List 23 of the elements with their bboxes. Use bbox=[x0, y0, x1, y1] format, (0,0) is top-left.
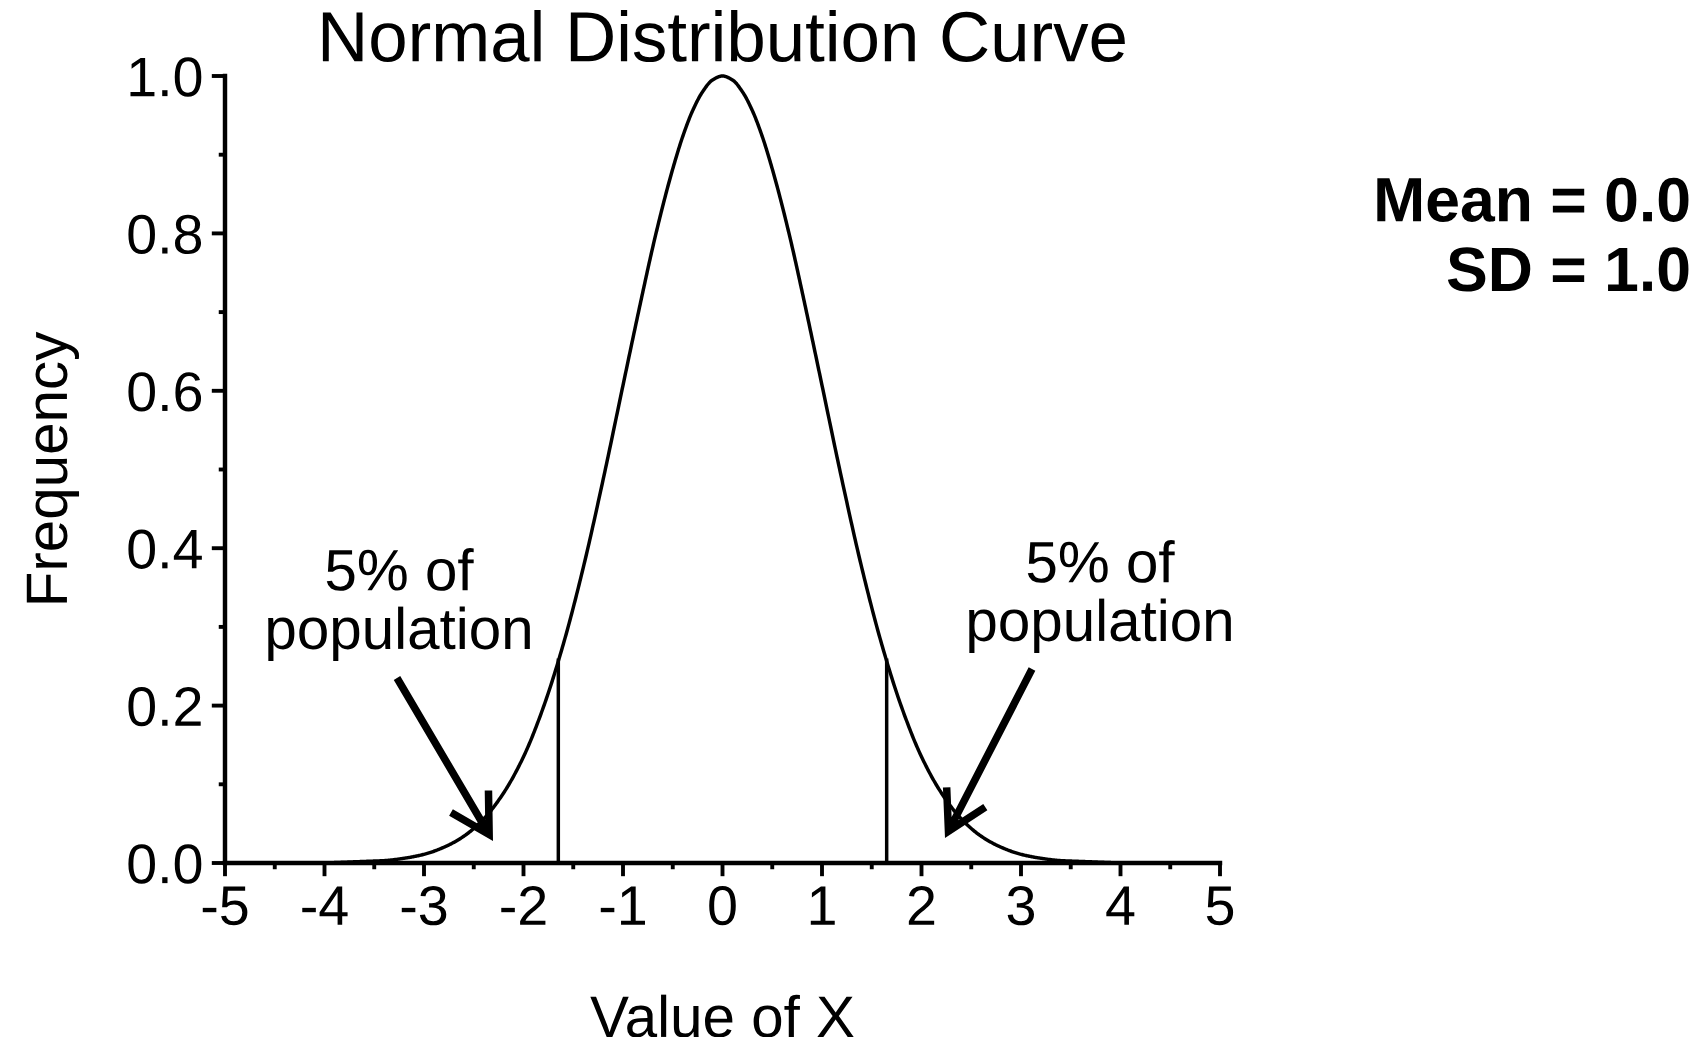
text: Mean = 0.0 SD = 1.0 bbox=[1377, 177, 1689, 292]
y-tick-label: 0.8 bbox=[128, 214, 202, 255]
y-tick-label: 1.0 bbox=[130, 57, 202, 97]
chart-title: Normal Distribution Curve bbox=[322, 9, 1125, 62]
y-tick-label: 0.4 bbox=[128, 529, 202, 569]
x-tick-label: -4 bbox=[302, 886, 348, 925]
x-tick-label: -3 bbox=[401, 885, 447, 926]
x-tick-label: 4 bbox=[1106, 886, 1135, 925]
y-tick-label: 0.6 bbox=[128, 372, 202, 412]
x-tick-label: 0 bbox=[709, 885, 736, 926]
x-tick-label: -2 bbox=[501, 885, 546, 925]
x-tick-label: -1 bbox=[600, 886, 645, 925]
x-tick-label: 1 bbox=[810, 886, 835, 925]
annotation: 5% of population bbox=[969, 540, 1231, 653]
x-axis-title: Value of X bbox=[590, 994, 854, 1037]
x-tick-label: 2 bbox=[908, 885, 935, 925]
x-tick-label: -5 bbox=[202, 886, 248, 926]
x-tick-label: 3 bbox=[1007, 885, 1035, 926]
y-tick-label: 0.2 bbox=[128, 686, 201, 727]
x-tick-label: 5 bbox=[1206, 886, 1234, 926]
y-axis-title: Frequency bbox=[26, 331, 80, 603]
y-tick-label: 0.0 bbox=[128, 844, 202, 884]
annotation: 5% of population bbox=[268, 548, 530, 661]
